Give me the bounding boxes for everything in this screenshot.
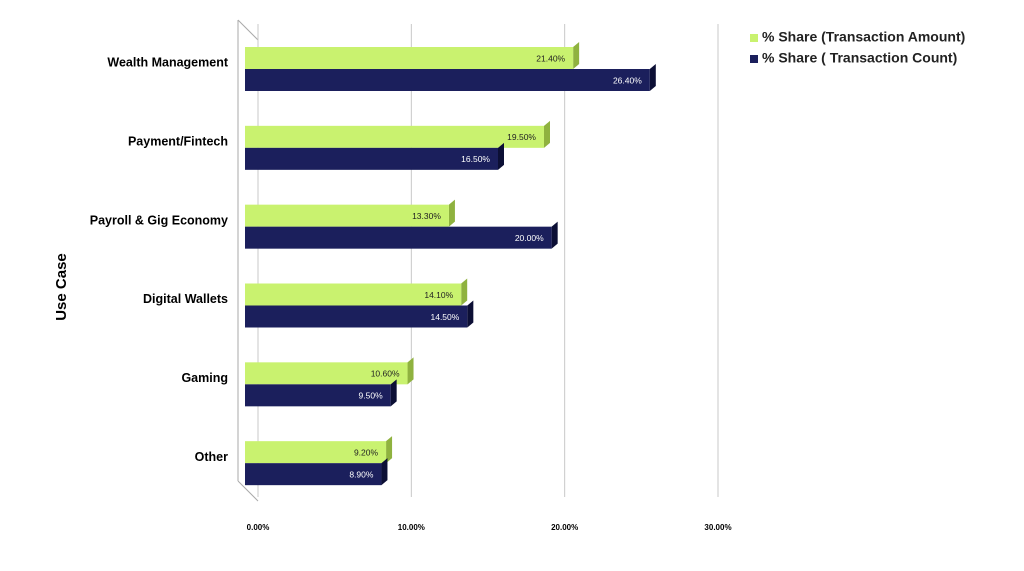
y-tick-label: Payment/Fintech <box>128 135 228 149</box>
legend-swatch <box>750 55 758 63</box>
bar <box>245 441 387 464</box>
value-label: 21.40% <box>536 53 565 63</box>
bar <box>245 305 468 328</box>
x-tick-label: 20.00% <box>551 523 578 532</box>
bar <box>245 69 650 91</box>
bar <box>245 47 574 69</box>
bar-side <box>381 458 388 486</box>
y-tick-label: Wealth Management <box>107 56 228 70</box>
value-label: 14.10% <box>424 290 453 300</box>
value-label: 19.50% <box>507 132 536 142</box>
bar-side <box>551 221 558 249</box>
value-label: 9.20% <box>354 447 379 457</box>
value-label: 10.60% <box>371 369 400 379</box>
axis-wall <box>237 19 259 41</box>
y-axis-title: Use Case <box>53 253 70 321</box>
legend-label: % Share ( Transaction Count) <box>762 50 957 66</box>
axis-wall <box>237 480 259 502</box>
bar-side <box>649 64 656 91</box>
y-tick-label: Payroll & Gig Economy <box>90 213 228 227</box>
bar-side <box>461 278 468 306</box>
value-label: 8.90% <box>349 469 374 479</box>
bar <box>245 463 382 486</box>
y-tick-label: Digital Wallets <box>143 292 228 306</box>
bar-side <box>573 42 580 69</box>
bar-side <box>544 120 550 148</box>
legend-swatch <box>750 34 758 42</box>
bar-side <box>390 379 397 407</box>
value-label: 26.40% <box>613 75 642 85</box>
bar <box>245 226 552 249</box>
y-tick-label: Gaming <box>181 371 228 385</box>
value-label: 13.30% <box>412 211 441 221</box>
value-label: 16.50% <box>461 154 490 164</box>
bar-side <box>467 300 474 328</box>
bar <box>245 384 391 407</box>
bar-side <box>448 199 455 227</box>
legend-label: % Share (Transaction Amount) <box>762 29 965 45</box>
bar-side <box>407 357 414 385</box>
y-tick-label: Other <box>195 450 228 464</box>
x-tick-label: 30.00% <box>704 523 731 532</box>
value-label: 9.50% <box>359 391 384 401</box>
value-label: 14.50% <box>430 312 459 322</box>
bar <box>245 283 462 306</box>
x-tick-label: 10.00% <box>398 523 425 532</box>
bar <box>245 204 449 227</box>
bar <box>245 362 408 385</box>
bar-side <box>386 436 393 464</box>
bar <box>245 125 544 148</box>
bar-side <box>498 142 504 170</box>
bar <box>245 147 498 170</box>
x-tick-label: 0.00% <box>247 523 270 532</box>
value-label: 20.00% <box>515 233 544 243</box>
